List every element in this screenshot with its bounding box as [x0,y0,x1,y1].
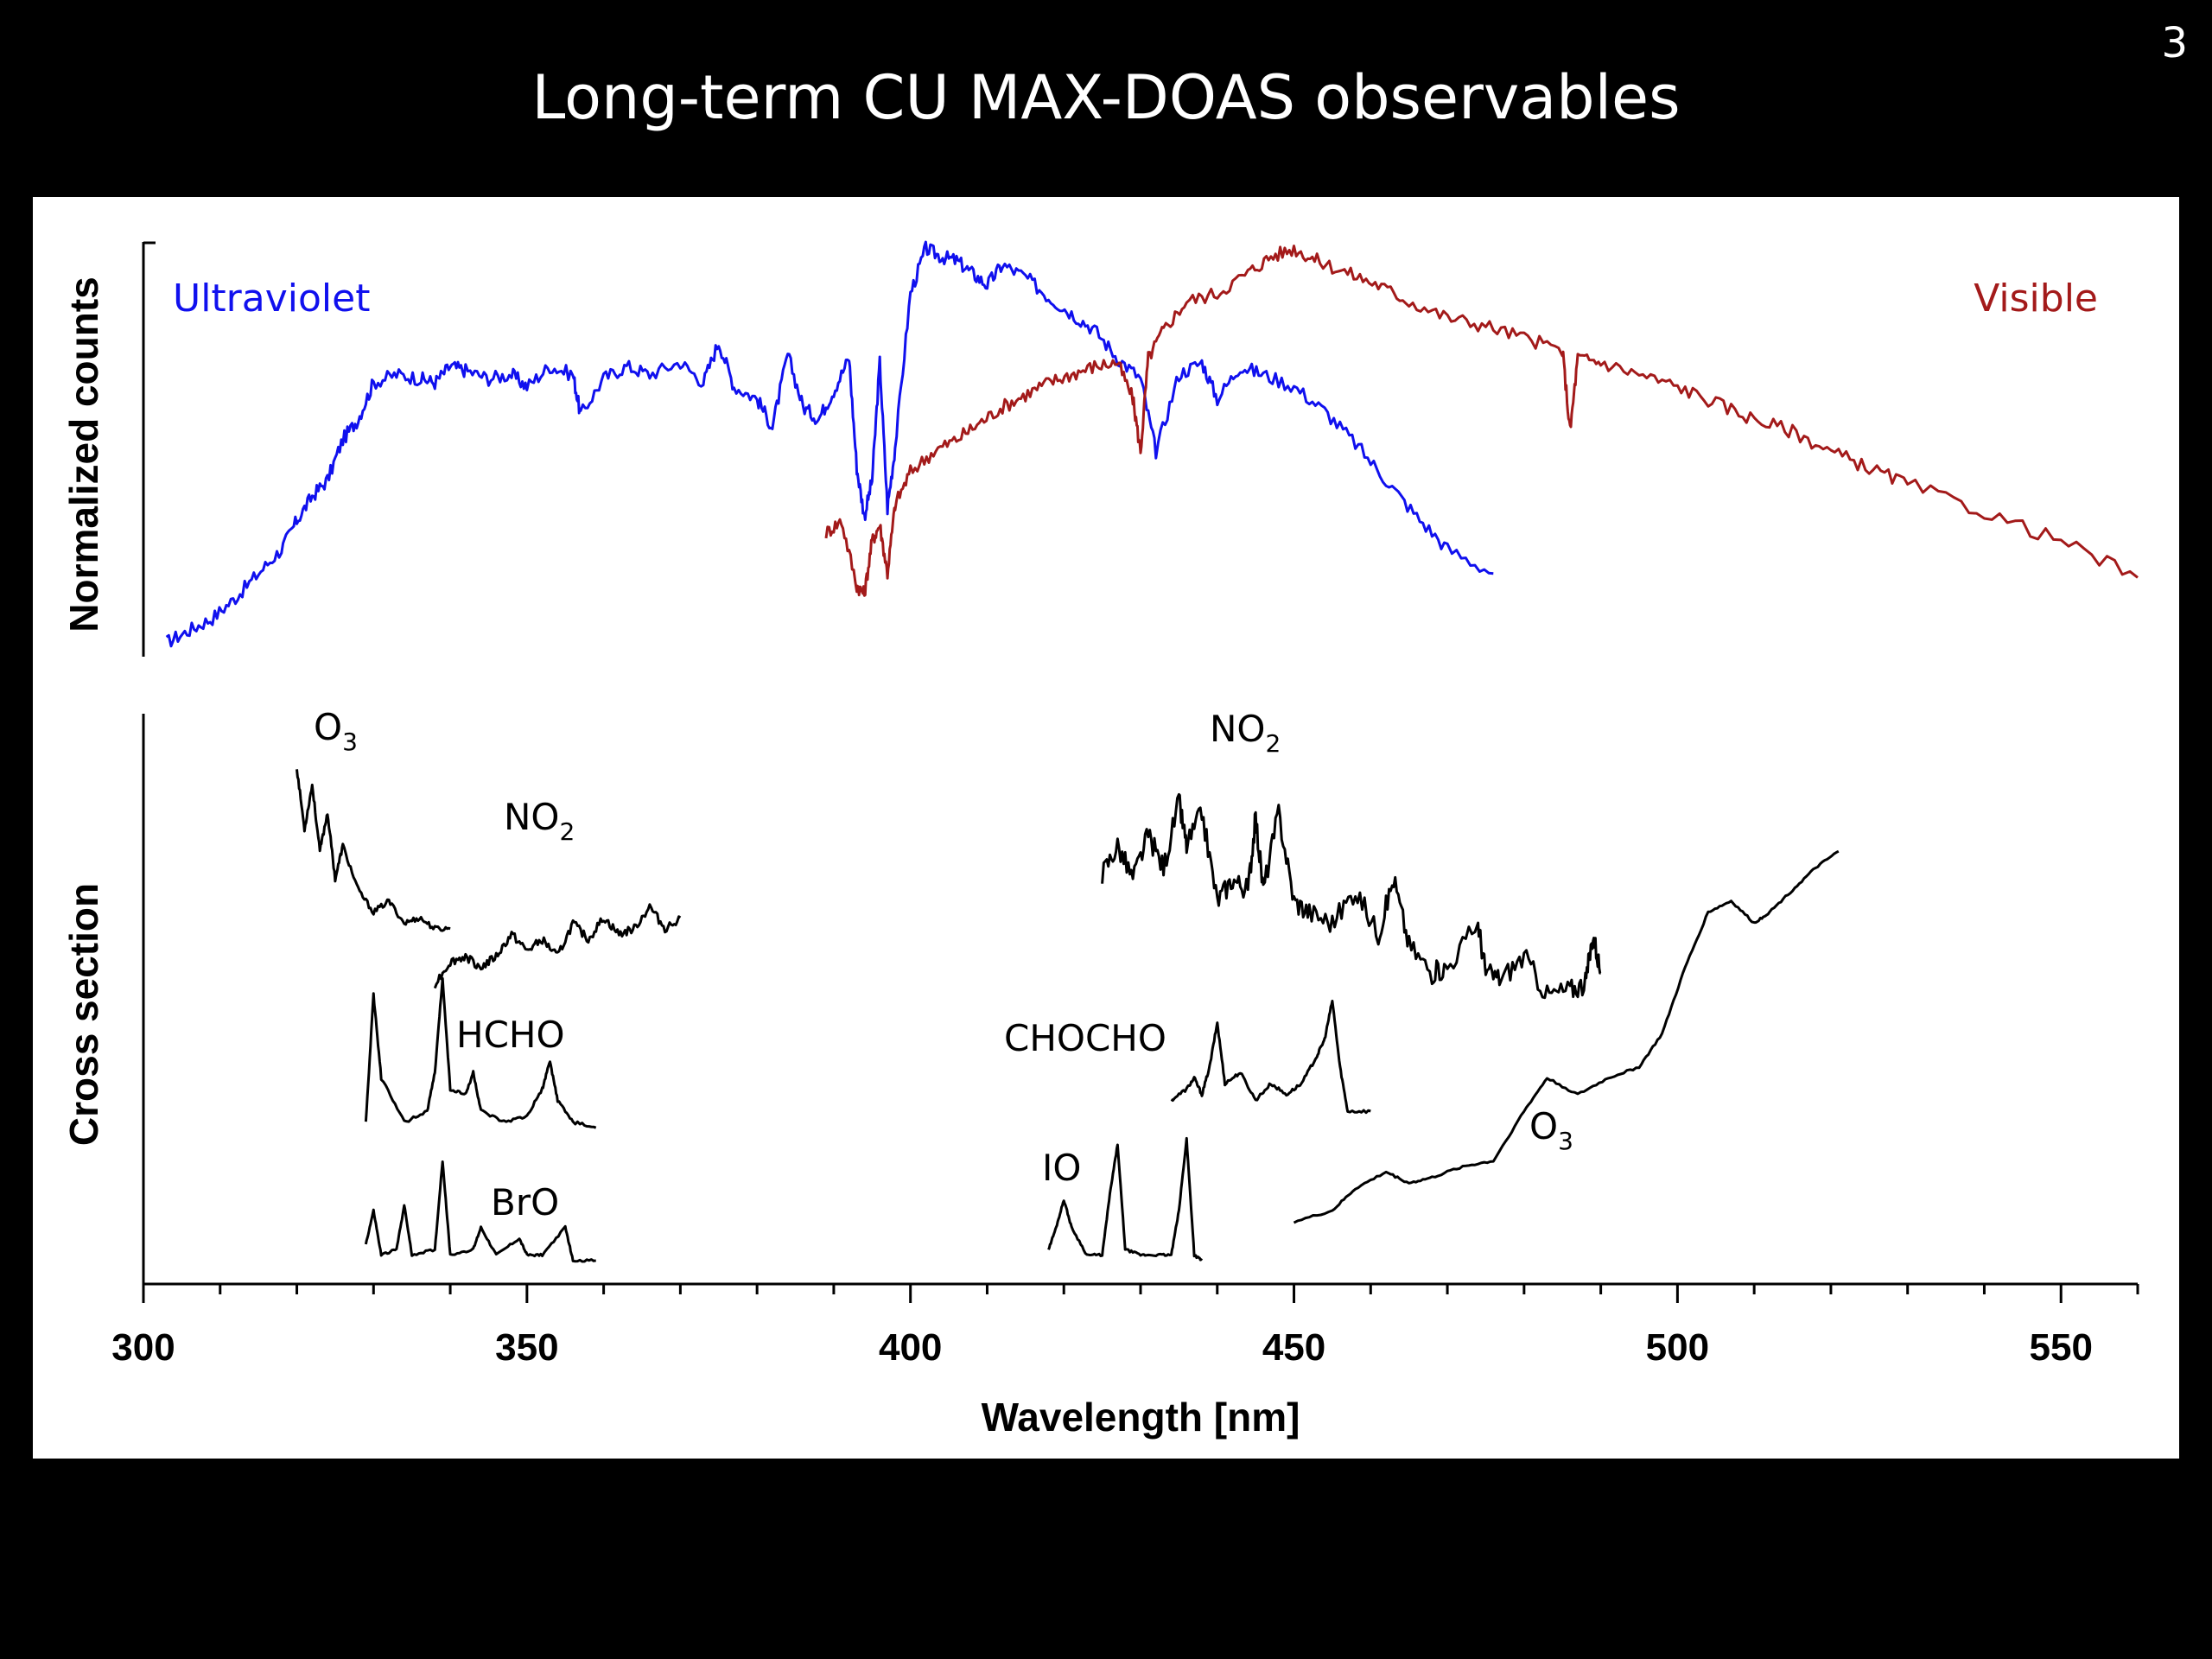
cross-section-no2-4 [1101,792,1602,1000]
figure-panel: Normalized counts Ultraviolet Visible Cr… [33,197,2179,1459]
bottom-panel-series [296,769,1840,1263]
top-panel-series [165,240,2139,648]
hcho-label: HCHO [456,1014,565,1056]
x-tick-label: 400 [879,1326,942,1369]
visible-label: Visible [1974,276,2098,321]
cross-section-hcho-2 [364,976,597,1129]
cross-section-o3-7 [1293,849,1840,1224]
top-panel-y-label: Normalized counts [61,276,106,632]
no2-vis-label: NO2 [1210,708,1281,758]
series-line-ultraviolet [165,240,1494,648]
cross-section-o3-0 [296,769,451,932]
cross-section-no2-1 [433,903,682,989]
slide-number: 3 [2161,19,2188,67]
cross-section-bro-3 [364,1160,596,1263]
bro-label: BrO [491,1181,559,1224]
slide-title: Long-term CU MAX-DOAS observables [531,62,1681,133]
ultraviolet-label: Ultraviolet [173,276,370,321]
x-tick-label: 550 [2030,1326,2093,1369]
x-axis-ticks: 300 350 400 450 500 550 [111,1284,2139,1369]
o3-uv-label: O3 [314,706,358,756]
no2-uv-label: NO2 [504,796,575,846]
x-tick-label: 300 [111,1326,175,1369]
io-label: IO [1042,1147,1081,1189]
cross-section-io-6 [1047,1136,1204,1262]
bottom-panel-y-label: Cross section [61,883,106,1146]
cross-section-chocho-5 [1170,1000,1371,1115]
chocho-label: CHOCHO [1004,1017,1166,1059]
spectra-figure: Normalized counts Ultraviolet Visible Cr… [61,240,2139,1440]
x-tick-label: 500 [1646,1326,1709,1369]
o3-vis-label: O3 [1529,1105,1573,1155]
x-tick-label: 350 [495,1326,558,1369]
series-line-visible [824,245,2139,597]
x-axis-label: Wavelength [nm] [982,1395,1300,1440]
x-tick-label: 450 [1262,1326,1325,1369]
